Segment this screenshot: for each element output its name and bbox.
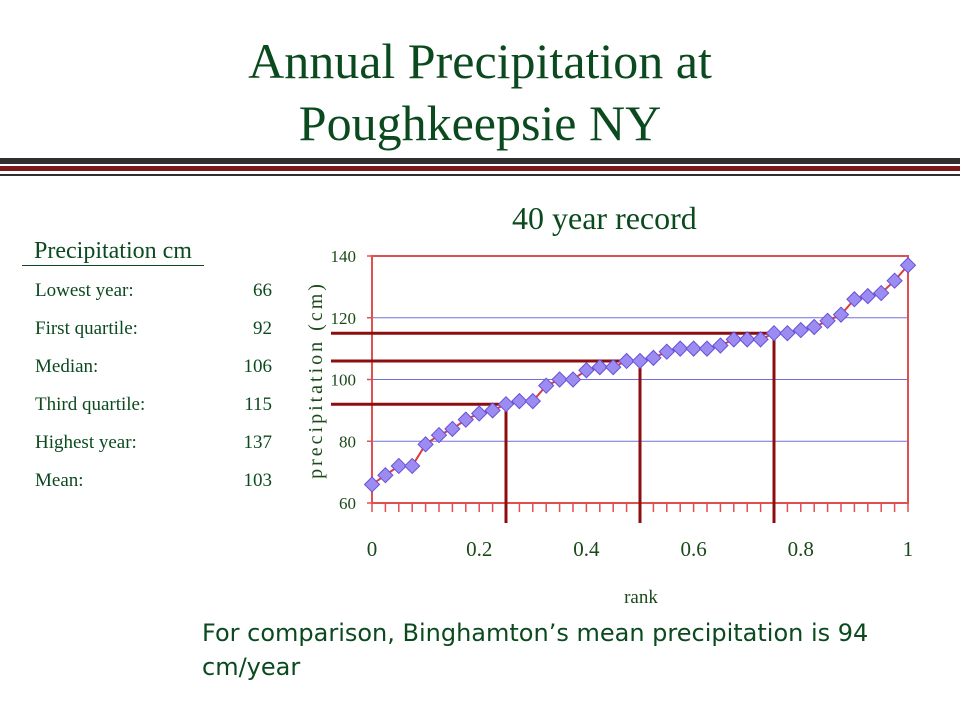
y-tick-label: 120 (331, 309, 357, 328)
x-tick-label: 1 (903, 537, 914, 561)
y-axis-title: precipitation (cm) (305, 281, 327, 479)
data-point (511, 392, 528, 410)
stat-row-median: Median: 106 (22, 348, 272, 386)
stat-row-lowest: Lowest year: 66 (22, 272, 272, 310)
x-axis-title: rank (624, 587, 658, 608)
data-point (819, 312, 836, 330)
data-point (832, 306, 850, 323)
title-line-1: Annual Precipitation at (248, 33, 712, 89)
stat-value: 115 (244, 394, 272, 415)
data-point (805, 318, 823, 336)
stats-panel: Precipitation cm Lowest year: 66 First q… (22, 238, 272, 500)
data-point (363, 476, 381, 493)
page-title: Annual Precipitation at Poughkeepsie NY (0, 30, 960, 154)
data-point (537, 377, 555, 394)
data-point (403, 457, 421, 475)
data-point (430, 426, 448, 444)
stat-row-highest: Highest year: 137 (22, 424, 272, 462)
data-point (752, 331, 769, 348)
title-line-2: Poughkeepsie NY (298, 95, 662, 151)
stat-label: Mean: (35, 470, 84, 491)
data-point (886, 272, 903, 289)
x-tick-label: 0.4 (573, 537, 600, 561)
data-point (591, 358, 609, 376)
data-point (738, 331, 756, 348)
divider-dark (0, 158, 960, 164)
stat-value: 137 (243, 432, 273, 453)
data-point (872, 284, 890, 302)
data-point (645, 349, 662, 367)
stat-value: 66 (253, 280, 272, 301)
data-point (631, 352, 649, 370)
chart-subtitle: 40 year record (512, 200, 697, 236)
data-point (712, 337, 729, 354)
data-point (846, 291, 863, 308)
stats-header: Precipitation cm (22, 238, 204, 266)
stat-label: Median: (35, 356, 99, 377)
stat-label: First quartile: (35, 318, 138, 339)
x-tick-label: 0.2 (466, 537, 492, 561)
data-point (779, 324, 796, 342)
stat-value: 92 (253, 318, 272, 339)
data-point (390, 457, 408, 475)
divider-thin (0, 174, 960, 176)
x-tick-label: 0 (367, 537, 378, 561)
stat-row-first-quartile: First quartile: 92 (22, 310, 272, 348)
y-tick-label: 60 (339, 494, 356, 513)
stat-row-mean: Mean: 103 (22, 462, 272, 500)
y-tick-label: 80 (339, 432, 356, 451)
y-tick-label: 140 (331, 247, 357, 266)
x-tick-label: 0.6 (680, 537, 706, 561)
data-point (671, 340, 689, 357)
data-point (578, 362, 595, 379)
data-point (524, 392, 542, 410)
data-point (551, 371, 568, 388)
data-point (685, 340, 702, 357)
data-point (417, 436, 434, 453)
data-point (604, 358, 622, 376)
data-point (792, 321, 810, 339)
stat-value: 103 (243, 470, 273, 491)
data-point (899, 257, 917, 274)
stat-label: Lowest year: (35, 280, 134, 301)
data-point (658, 343, 676, 360)
data-point (470, 405, 488, 422)
data-point (484, 402, 501, 419)
comparison-note: For comparison, Binghamton’s mean precip… (202, 619, 869, 681)
stat-label: Highest year: (35, 432, 137, 453)
data-point (859, 287, 877, 305)
data-point (725, 331, 743, 348)
data-point (618, 352, 635, 370)
stat-row-third-quartile: Third quartile: 115 (22, 386, 272, 424)
data-point (765, 324, 783, 342)
data-point (457, 411, 475, 428)
stat-label: Third quartile: (35, 394, 146, 415)
data-point (564, 371, 582, 388)
y-tick-label: 100 (331, 371, 357, 390)
data-point (497, 395, 515, 413)
data-point (377, 467, 394, 484)
divider-red (0, 166, 960, 171)
data-point (444, 420, 461, 438)
data-point (698, 340, 716, 357)
x-tick-label: 0.8 (788, 537, 814, 561)
stat-value: 106 (243, 356, 273, 377)
